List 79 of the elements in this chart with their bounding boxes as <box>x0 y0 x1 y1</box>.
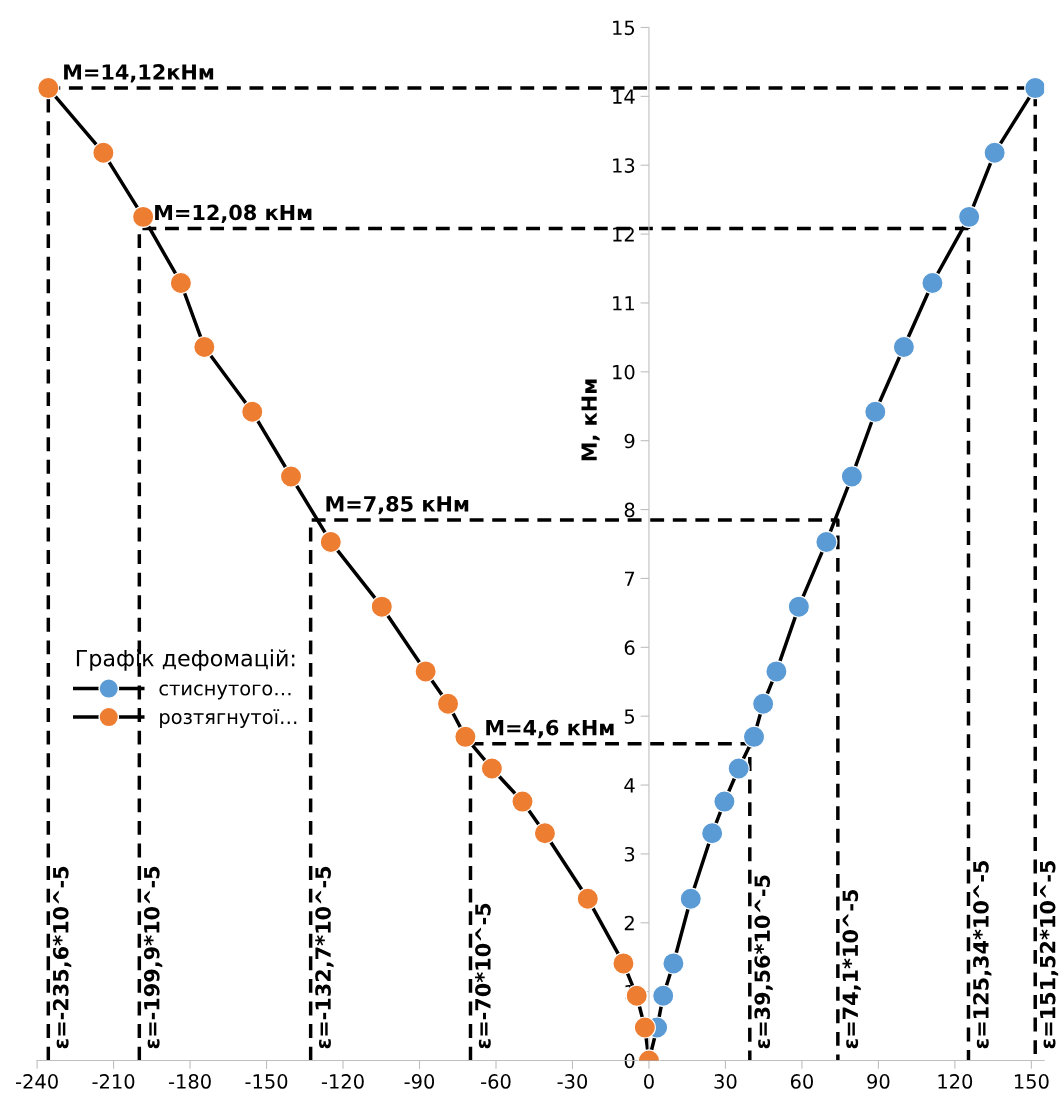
annotation: M=12,08 кНм <box>155 204 312 224</box>
point <box>864 400 887 423</box>
point <box>662 952 685 975</box>
x-tick-label: -180 <box>168 1074 211 1089</box>
y-tick-label: 9 <box>624 433 635 449</box>
point <box>612 952 635 975</box>
point <box>815 530 838 554</box>
y-tick-label: 4 <box>624 778 635 793</box>
point <box>983 141 1006 164</box>
point <box>633 1016 656 1039</box>
point <box>892 335 915 359</box>
point <box>92 141 115 164</box>
x-tick-label: -240 <box>15 1074 58 1089</box>
point <box>787 595 810 618</box>
point <box>727 757 750 780</box>
y-tick-label: 7 <box>624 571 635 586</box>
point <box>454 725 477 748</box>
point <box>576 887 599 910</box>
y-tick-label: 3 <box>624 846 635 862</box>
point <box>533 822 557 845</box>
y-tick-label: 10 <box>613 364 635 380</box>
annotation: ε=-235,6*10^-5 <box>52 866 72 1049</box>
point <box>958 205 981 228</box>
y-axis-title: M, кНм <box>581 379 600 461</box>
point <box>193 335 216 359</box>
x-tick-label: 30 <box>714 1074 737 1089</box>
point <box>921 271 944 295</box>
x-tick-label: 90 <box>867 1074 890 1089</box>
x-tick-label: -30 <box>557 1074 588 1089</box>
legend-label: розтягнутої… <box>160 709 297 728</box>
legend-label: стиснутого… <box>159 684 291 700</box>
annotation: ε=-199,9*10^-5 <box>143 866 163 1049</box>
y-tick-label: 5 <box>624 709 635 724</box>
annotation: ε=125,34*10^-5 <box>973 860 992 1049</box>
point <box>511 790 534 813</box>
point <box>279 465 303 488</box>
y-tick-label: 11 <box>613 296 634 311</box>
y-tick-label: 2 <box>624 915 634 931</box>
point <box>840 465 863 488</box>
x-tick-label: 150 <box>1014 1074 1049 1089</box>
x-tick-label: -150 <box>245 1074 288 1089</box>
point <box>679 887 702 910</box>
x-tick-label: 120 <box>938 1074 973 1089</box>
point <box>436 692 460 715</box>
annotation: ε=74,1*10^-5 <box>842 889 861 1049</box>
x-tick-label: 60 <box>790 1074 813 1089</box>
x-tick-label: -210 <box>92 1074 135 1089</box>
annotation: ε=-132,7*10^-5 <box>315 866 334 1049</box>
annotation: ε=-70*10^-5 <box>475 903 491 1049</box>
point <box>752 692 775 715</box>
annotation: ε=151,52*10^-5 <box>1039 860 1059 1049</box>
point <box>652 984 675 1007</box>
annotation: M=4,6 кНм <box>486 719 614 739</box>
point <box>742 725 766 748</box>
legend-title: Графік дефомацій: <box>76 649 295 671</box>
point <box>241 400 264 423</box>
y-tick-label: 6 <box>624 640 635 655</box>
y-tick-label: 15 <box>613 20 635 36</box>
annotation: M=7,85 кНм <box>326 495 469 515</box>
point <box>1024 76 1045 100</box>
x-tick-label: 0 <box>644 1074 654 1089</box>
point <box>169 271 192 295</box>
y-tick-label: 14 <box>613 89 635 104</box>
point <box>701 822 724 845</box>
x-tick-label: -60 <box>481 1074 511 1089</box>
point <box>370 595 393 618</box>
point <box>37 76 60 100</box>
point <box>319 530 342 554</box>
annotation: ε=39,56*10^-5 <box>754 875 773 1049</box>
annotation: M=14,12кНм <box>64 64 214 83</box>
y-tick-label: 13 <box>613 158 635 173</box>
point <box>765 660 788 683</box>
x-tick-label: -90 <box>404 1074 435 1089</box>
point <box>414 660 437 683</box>
y-tick-label: 8 <box>624 502 635 518</box>
point <box>713 790 736 813</box>
x-tick-label: -120 <box>321 1074 364 1089</box>
point <box>132 205 155 228</box>
point <box>480 757 503 780</box>
